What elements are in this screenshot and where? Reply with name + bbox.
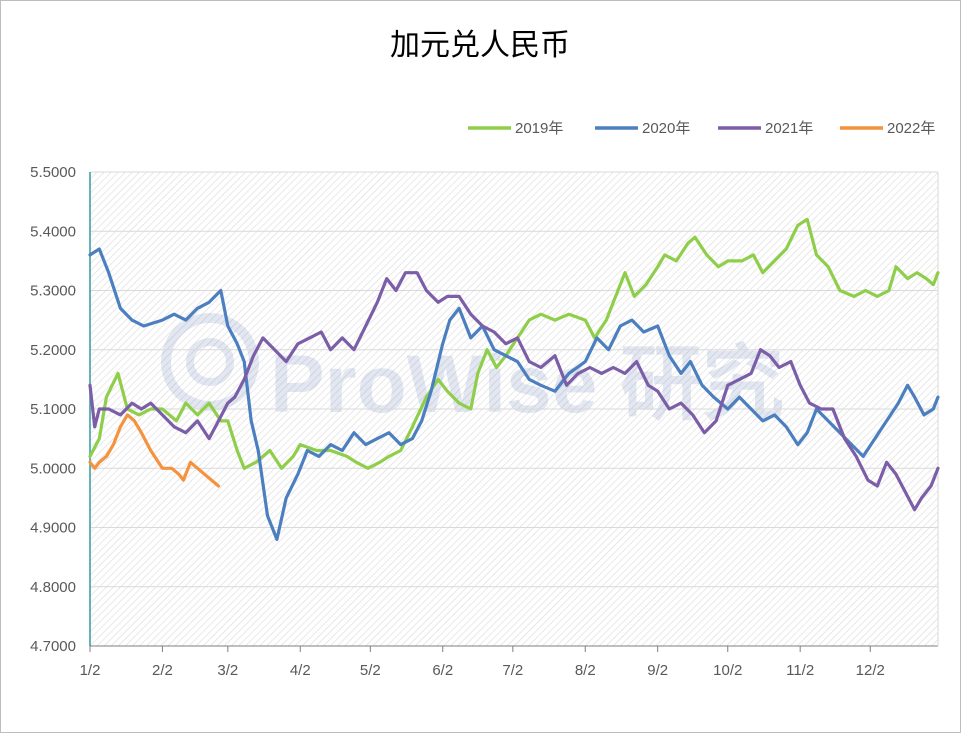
x-tick-label: 5/2 xyxy=(360,662,381,679)
x-tick-label: 10/2 xyxy=(713,662,742,679)
legend: 2019年 2020年 2021年 2022年 xyxy=(468,120,935,137)
x-tick-label: 9/2 xyxy=(647,662,668,679)
x-tick-label: 4/2 xyxy=(290,662,311,679)
x-tick-label: 3/2 xyxy=(217,662,238,679)
y-tick-label: 4.7000 xyxy=(30,638,76,655)
x-tick-label: 2/2 xyxy=(152,662,173,679)
y-axis-ticks: 4.7000 4.8000 4.9000 5.0000 5.1000 5.2000 5.30… xyxy=(30,164,76,655)
chart-title: 加元兑人民币 xyxy=(390,28,570,63)
x-axis-ticks: 1/2 2/2 3/2 4/2 5/2 6/2 7/2 8/2 9/2 10/2 11/2 12/2 xyxy=(80,646,885,679)
series-line-2020年 xyxy=(88,247,940,542)
y-tick-label: 5.0000 xyxy=(30,460,76,477)
y-tick-label: 4.8000 xyxy=(30,579,76,596)
x-tick-label: 6/2 xyxy=(432,662,453,679)
x-tick-label: 12/2 xyxy=(856,662,885,679)
series-lines xyxy=(88,217,940,542)
y-tick-label: 5.3000 xyxy=(30,283,76,300)
y-tick-label: 5.1000 xyxy=(30,401,76,418)
x-tick-label: 8/2 xyxy=(575,662,596,679)
y-tick-label: 5.4000 xyxy=(30,223,76,240)
x-tick-label: 1/2 xyxy=(80,662,101,679)
legend-label-2019年: 2019年 xyxy=(515,120,563,137)
y-tick-label: 4.9000 xyxy=(30,520,76,537)
axes xyxy=(89,172,939,647)
legend-label-2021年: 2021年 xyxy=(765,120,813,137)
x-tick-label: 7/2 xyxy=(502,662,523,679)
legend-label-2020年: 2020年 xyxy=(642,120,690,137)
legend-label-2022年: 2022年 xyxy=(887,120,935,137)
series-line-2022年 xyxy=(88,413,221,488)
x-tick-label: 11/2 xyxy=(786,662,814,679)
watermark-text: ProWise 研究 xyxy=(270,339,784,430)
series-line-2021年 xyxy=(88,271,940,512)
y-tick-label: 5.2000 xyxy=(30,342,76,359)
y-tick-label: 5.5000 xyxy=(30,164,76,181)
